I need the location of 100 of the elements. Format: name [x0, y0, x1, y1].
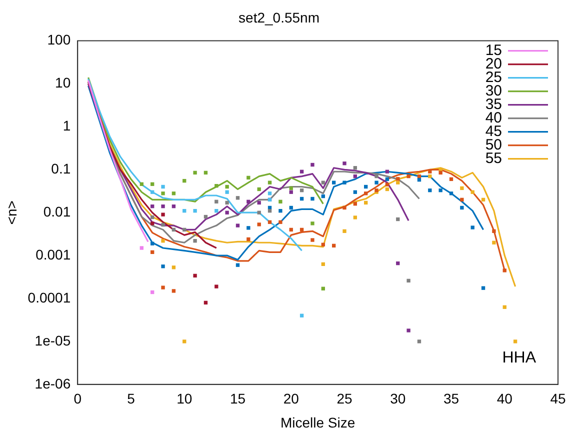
point	[310, 162, 314, 167]
point	[449, 192, 454, 196]
point	[214, 284, 218, 288]
point	[246, 200, 250, 204]
point	[150, 250, 154, 254]
point	[428, 174, 432, 178]
point	[150, 204, 154, 208]
point	[321, 242, 325, 246]
point	[289, 186, 293, 190]
annotation: HHA	[502, 349, 536, 366]
point	[353, 202, 358, 206]
point	[140, 182, 144, 186]
point	[182, 340, 186, 344]
y-tick-label: 1	[62, 118, 71, 134]
point	[428, 188, 432, 192]
y-tick-label: 0.1	[51, 160, 71, 177]
point	[268, 208, 272, 213]
point	[225, 190, 229, 194]
point	[342, 229, 346, 233]
point	[417, 174, 422, 178]
point	[321, 180, 325, 184]
point	[204, 214, 208, 219]
point	[374, 174, 378, 178]
point	[353, 216, 358, 220]
point	[150, 182, 154, 186]
point	[182, 228, 186, 232]
point	[310, 222, 314, 226]
point	[310, 238, 314, 242]
point	[385, 187, 390, 192]
x-tick-label: 5	[127, 390, 136, 407]
point	[300, 188, 304, 192]
point	[214, 200, 218, 204]
point	[502, 268, 506, 272]
point	[172, 228, 176, 232]
point	[246, 226, 250, 230]
point	[161, 222, 165, 227]
point	[172, 204, 176, 208]
point	[150, 242, 154, 246]
x-tick-label: 10	[176, 390, 192, 407]
x-tick-label: 35	[443, 390, 460, 407]
point	[268, 220, 272, 224]
point	[492, 240, 496, 244]
y-tick-label: 0.0001	[28, 289, 71, 306]
y-tick-label: 100	[47, 32, 71, 48]
point	[342, 162, 346, 166]
point	[182, 178, 186, 183]
point	[417, 178, 422, 182]
point	[161, 239, 165, 243]
point	[161, 212, 165, 216]
point	[161, 264, 165, 268]
point	[193, 208, 197, 213]
point	[257, 210, 261, 214]
point	[161, 184, 165, 189]
x-tick-label: 30	[390, 390, 406, 407]
point	[289, 228, 293, 232]
point	[172, 266, 176, 270]
point	[268, 192, 272, 196]
point	[161, 286, 165, 290]
point	[470, 226, 474, 230]
point	[364, 192, 368, 196]
point	[353, 166, 358, 170]
point	[236, 196, 240, 200]
point	[278, 200, 282, 204]
point	[321, 286, 325, 290]
point	[470, 190, 474, 194]
chart-title: set2_0.55nm	[238, 9, 320, 26]
point	[460, 198, 464, 202]
point	[449, 177, 454, 182]
point	[225, 184, 229, 189]
point	[236, 224, 240, 228]
point	[310, 196, 314, 201]
point	[172, 192, 176, 196]
point	[300, 314, 304, 318]
point	[161, 192, 165, 196]
point	[150, 190, 154, 194]
x-tick-label: 40	[496, 390, 513, 407]
point	[289, 190, 293, 194]
x-tick-label: 0	[74, 390, 82, 407]
x-tick-label: 15	[230, 390, 246, 407]
point	[385, 170, 390, 174]
point	[460, 206, 464, 210]
point	[332, 244, 336, 248]
point	[481, 286, 486, 290]
point	[289, 206, 293, 210]
point	[321, 262, 325, 266]
point	[268, 180, 272, 184]
point	[150, 215, 154, 220]
point	[396, 261, 400, 266]
point	[321, 194, 325, 198]
point	[385, 177, 390, 182]
point	[406, 278, 410, 283]
point	[193, 239, 197, 243]
point	[150, 290, 154, 294]
point	[342, 180, 346, 184]
point	[364, 184, 368, 189]
point	[332, 180, 336, 184]
point	[353, 190, 358, 194]
point	[417, 340, 422, 344]
point	[385, 182, 390, 186]
point	[406, 174, 410, 178]
